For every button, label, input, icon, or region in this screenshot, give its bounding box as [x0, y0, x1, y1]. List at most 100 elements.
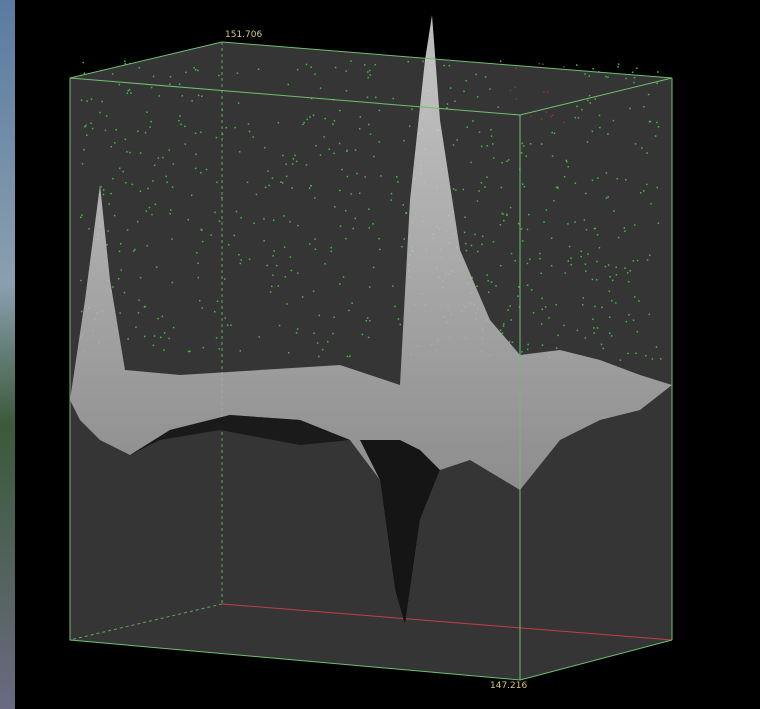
point	[319, 154, 322, 156]
point	[476, 200, 479, 202]
point	[574, 116, 577, 119]
point	[162, 156, 164, 159]
point	[321, 348, 324, 351]
point	[596, 233, 599, 236]
point	[225, 126, 228, 129]
point	[378, 141, 380, 143]
point	[608, 316, 611, 318]
point	[550, 115, 552, 118]
point	[605, 197, 608, 199]
point	[553, 200, 555, 202]
point	[195, 153, 197, 156]
point	[541, 297, 543, 300]
point	[344, 209, 347, 212]
point	[314, 238, 316, 240]
point	[501, 162, 503, 164]
point	[101, 100, 103, 103]
point	[153, 164, 156, 167]
point	[487, 280, 489, 282]
point	[350, 193, 352, 195]
point	[328, 148, 331, 150]
point	[201, 95, 203, 97]
box-volume	[70, 42, 672, 680]
point	[575, 64, 578, 66]
point	[607, 76, 609, 78]
point	[378, 237, 380, 240]
point	[518, 306, 521, 308]
point	[527, 343, 529, 346]
point	[487, 291, 490, 293]
point	[106, 243, 108, 246]
point	[107, 230, 109, 232]
point	[657, 222, 660, 224]
point	[239, 262, 242, 265]
point	[285, 175, 288, 178]
point	[133, 250, 135, 252]
point	[305, 63, 308, 66]
point	[361, 333, 364, 336]
point	[136, 220, 139, 223]
point	[88, 227, 90, 230]
point	[595, 279, 598, 281]
point	[510, 319, 513, 321]
point	[180, 123, 182, 126]
point	[634, 296, 636, 298]
point	[114, 142, 116, 144]
point	[585, 229, 588, 231]
point	[187, 218, 189, 221]
point	[375, 96, 377, 99]
point	[358, 192, 361, 195]
point	[239, 350, 242, 352]
point	[264, 146, 266, 149]
point	[169, 83, 171, 85]
point	[266, 264, 268, 267]
point	[197, 276, 200, 279]
photo-edge	[0, 0, 15, 709]
point	[530, 115, 532, 118]
point	[81, 163, 84, 165]
point	[119, 312, 121, 314]
point	[520, 228, 523, 230]
point	[159, 336, 162, 339]
point	[198, 299, 201, 302]
point	[394, 305, 396, 308]
point	[124, 62, 126, 65]
point	[314, 73, 316, 75]
point	[202, 346, 205, 349]
point	[634, 143, 637, 145]
point	[368, 69, 371, 72]
point	[470, 161, 472, 164]
point	[452, 144, 455, 146]
point	[350, 60, 352, 62]
point	[596, 260, 598, 263]
point	[597, 177, 599, 179]
point	[345, 70, 347, 72]
point	[591, 278, 594, 281]
point	[625, 77, 627, 80]
point	[218, 74, 220, 77]
point	[295, 160, 298, 163]
point	[210, 234, 212, 236]
point	[477, 250, 479, 253]
point	[446, 107, 448, 109]
point	[518, 286, 520, 288]
point	[584, 263, 587, 265]
point	[609, 275, 611, 278]
point	[645, 183, 648, 186]
point	[602, 347, 605, 350]
point	[339, 109, 341, 112]
point	[503, 219, 505, 222]
point	[286, 303, 288, 305]
point	[617, 236, 620, 239]
point	[349, 355, 351, 357]
point	[499, 329, 502, 331]
point	[296, 328, 299, 330]
point	[465, 80, 467, 82]
point	[333, 119, 336, 122]
point	[194, 68, 197, 71]
point	[263, 240, 265, 242]
point	[540, 272, 543, 275]
point	[613, 210, 615, 212]
point	[490, 281, 493, 283]
point	[567, 223, 569, 225]
